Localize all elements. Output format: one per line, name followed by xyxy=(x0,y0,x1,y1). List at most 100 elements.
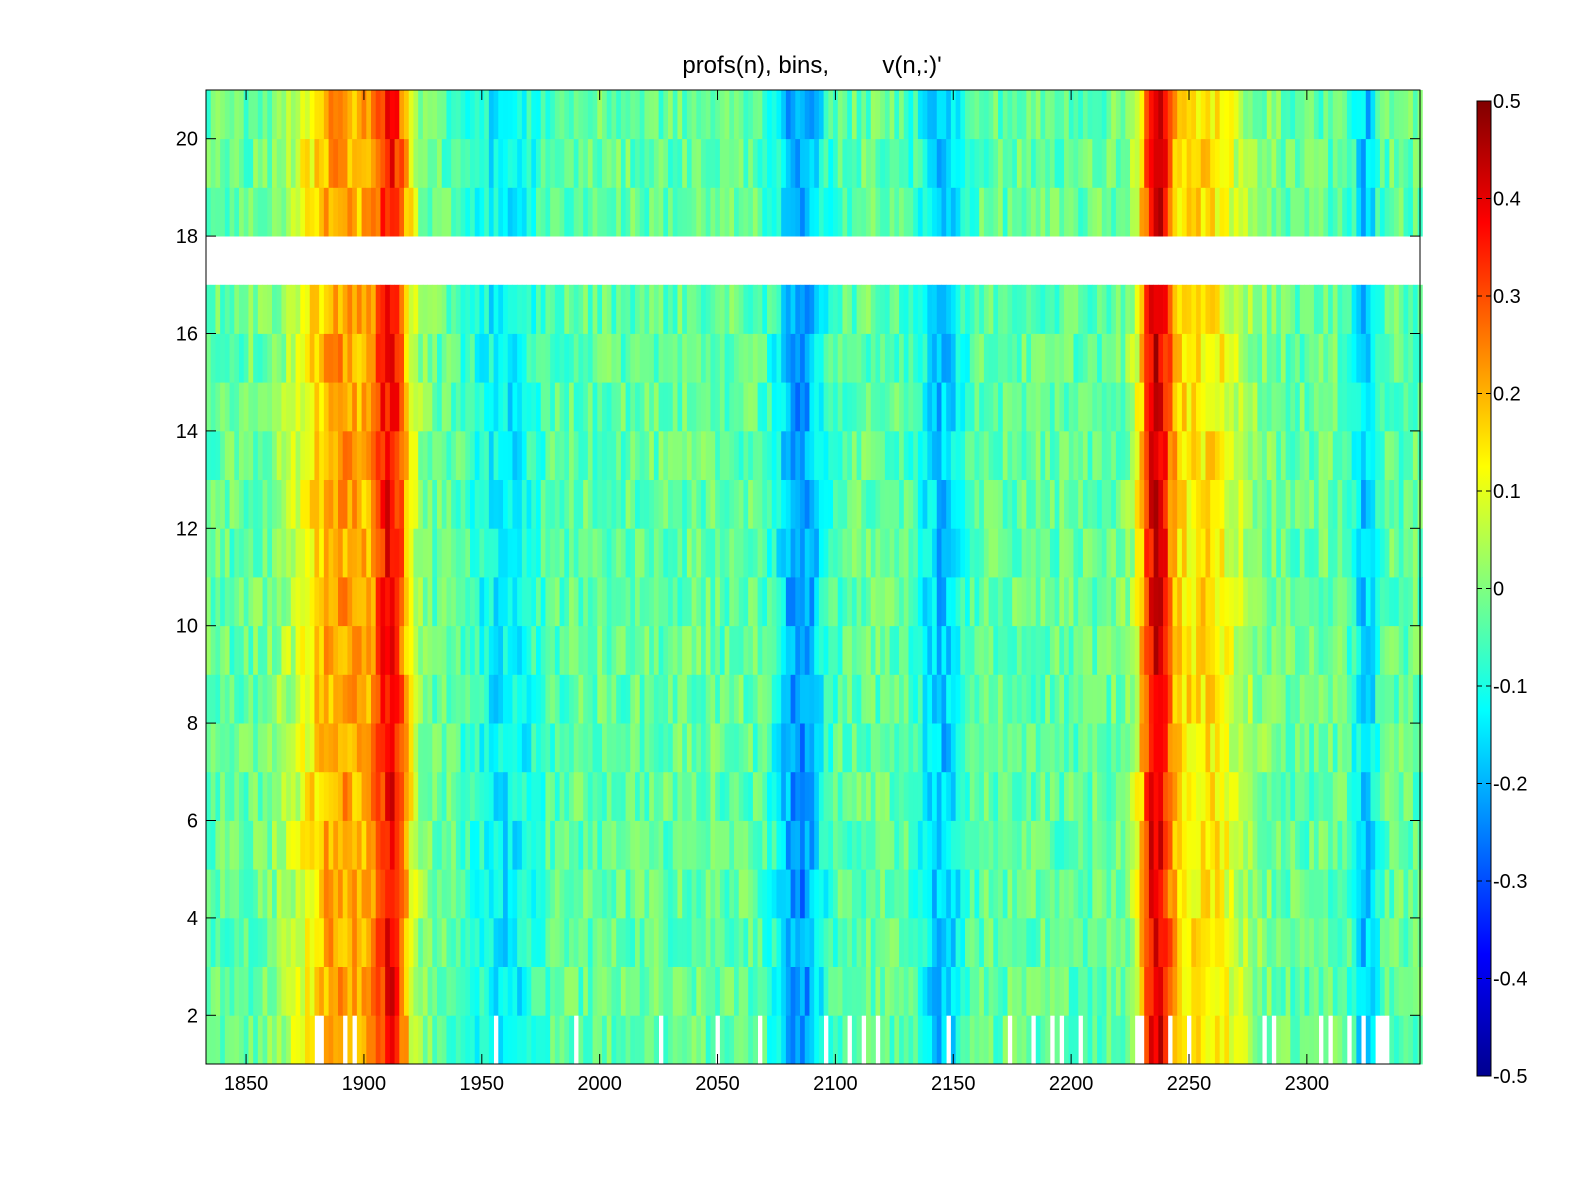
heatmap-cell xyxy=(946,723,952,773)
heatmap-cell xyxy=(1379,723,1386,773)
heatmap-cell xyxy=(1021,771,1027,821)
heatmap-cell xyxy=(484,90,490,140)
heatmap-cell xyxy=(305,869,311,919)
heatmap-cell xyxy=(1412,382,1419,432)
heatmap-cell xyxy=(677,771,683,821)
heatmap-cell xyxy=(573,577,579,627)
heatmap-cell xyxy=(611,625,617,675)
heatmap-cell xyxy=(1106,333,1112,383)
heatmap-cell xyxy=(1012,625,1018,675)
heatmap-cell xyxy=(272,771,278,821)
heatmap-cell xyxy=(1299,382,1305,432)
heatmap-cell xyxy=(856,528,862,578)
heatmap-cell xyxy=(418,723,424,773)
heatmap-cell xyxy=(1271,917,1277,967)
heatmap-cell xyxy=(1045,674,1051,724)
heatmap-cell xyxy=(1049,723,1056,773)
heatmap-cell xyxy=(1064,869,1070,919)
heatmap-cell xyxy=(1370,528,1376,578)
heatmap-cell xyxy=(1299,966,1305,1016)
heatmap-cell xyxy=(743,382,749,432)
heatmap-cell xyxy=(653,820,659,870)
heatmap-cell xyxy=(1379,90,1386,140)
heatmap-cell xyxy=(1016,479,1023,529)
heatmap-cell xyxy=(474,187,480,237)
heatmap-cell xyxy=(554,528,560,578)
heatmap-cell xyxy=(847,674,853,724)
heatmap-cell xyxy=(823,820,829,870)
heatmap-cell xyxy=(248,1015,254,1065)
heatmap-cell xyxy=(338,284,344,334)
heatmap-cell xyxy=(229,382,235,432)
heatmap-cell xyxy=(399,333,405,383)
heatmap-cell xyxy=(809,577,815,627)
heatmap-cell xyxy=(1101,625,1107,675)
heatmap-cell xyxy=(814,284,820,334)
heatmap-cell xyxy=(960,284,966,334)
heatmap-cell xyxy=(488,479,494,529)
heatmap-cell xyxy=(257,187,263,237)
heatmap-cell xyxy=(540,528,546,578)
heatmap-cell xyxy=(1323,430,1329,480)
heatmap-cell xyxy=(682,723,688,773)
heatmap-cell xyxy=(701,333,707,383)
heatmap-cell xyxy=(305,382,311,432)
heatmap-cell xyxy=(1097,138,1103,188)
heatmap-cell xyxy=(229,1015,235,1065)
heatmap-cell xyxy=(1068,723,1074,773)
heatmap-cell xyxy=(1106,382,1112,432)
heatmap-cell xyxy=(1111,625,1117,675)
heatmap-cell xyxy=(1134,820,1140,870)
heatmap-cell xyxy=(474,771,480,821)
heatmap-cell xyxy=(1313,820,1320,870)
heatmap-cell xyxy=(1276,1015,1282,1065)
heatmap-cell xyxy=(592,577,598,627)
heatmap-cell xyxy=(1125,674,1131,724)
heatmap-cell xyxy=(1389,187,1395,237)
heatmap-cell xyxy=(1332,917,1338,967)
heatmap-cell xyxy=(814,771,820,821)
heatmap-cell xyxy=(451,917,457,967)
heatmap-cell xyxy=(1361,820,1367,870)
heatmap-cell xyxy=(842,90,848,140)
heatmap-cell xyxy=(974,723,980,773)
heatmap-cell xyxy=(1346,917,1353,967)
heatmap-cell xyxy=(290,577,296,627)
heatmap-cell xyxy=(460,869,466,919)
heatmap-cell xyxy=(847,284,853,334)
heatmap-cell xyxy=(394,674,400,724)
heatmap-cell xyxy=(1394,917,1400,967)
heatmap-cell xyxy=(639,625,645,675)
heatmap-cell xyxy=(913,625,919,675)
heatmap-cell xyxy=(366,187,372,237)
heatmap-cell xyxy=(488,90,494,140)
heatmap-cell xyxy=(828,528,834,578)
heatmap-cell xyxy=(837,917,843,967)
heatmap-cell xyxy=(597,479,603,529)
heatmap-cell xyxy=(375,90,381,140)
heatmap-cell xyxy=(437,625,443,675)
heatmap-cell xyxy=(776,382,782,432)
heatmap-cell xyxy=(1214,966,1221,1016)
heatmap-cell xyxy=(738,138,744,188)
heatmap-cell xyxy=(979,820,985,870)
heatmap-cell xyxy=(470,284,476,334)
heatmap-cell xyxy=(1153,820,1159,870)
heatmap-cell xyxy=(1040,138,1046,188)
heatmap-cell xyxy=(1163,869,1169,919)
heatmap-cell xyxy=(1285,723,1291,773)
heatmap-cell xyxy=(1276,723,1282,773)
heatmap-cell xyxy=(1120,820,1126,870)
heatmap-cell xyxy=(361,577,367,627)
heatmap-cell xyxy=(927,479,933,529)
heatmap-cell xyxy=(630,1015,636,1065)
heatmap-cell xyxy=(1153,333,1159,383)
heatmap-cell xyxy=(290,284,296,334)
heatmap-cell xyxy=(300,479,306,529)
heatmap-cell xyxy=(371,430,377,480)
heatmap-cell xyxy=(922,771,928,821)
heatmap-cell xyxy=(1196,674,1202,724)
heatmap-cell xyxy=(1177,187,1183,237)
heatmap-cell xyxy=(639,820,645,870)
heatmap-cell xyxy=(1280,284,1287,334)
